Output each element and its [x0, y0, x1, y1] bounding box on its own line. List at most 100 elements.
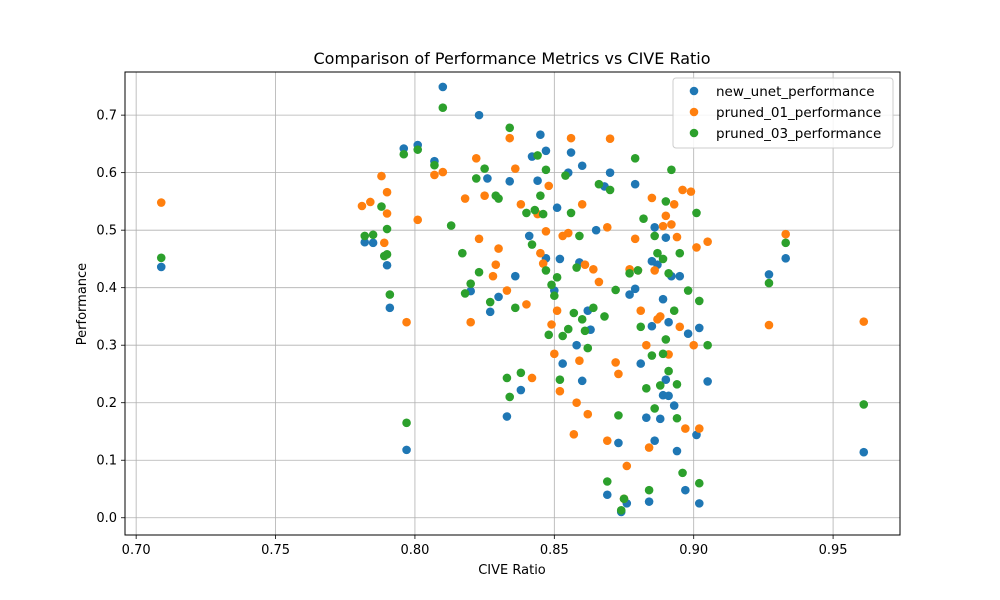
- data-point: [399, 149, 409, 159]
- data-point: [625, 290, 634, 299]
- data-point: [544, 181, 554, 191]
- data-point: [566, 208, 576, 218]
- data-point: [764, 320, 774, 330]
- data-point: [642, 413, 651, 422]
- data-point: [555, 375, 565, 385]
- data-point: [366, 197, 375, 207]
- data-point: [694, 499, 704, 508]
- data-point: [694, 424, 704, 433]
- data-point: [764, 270, 774, 279]
- data-point: [650, 231, 659, 241]
- y-tick-label: 0.3: [96, 339, 117, 354]
- data-point: [647, 321, 657, 331]
- data-point: [689, 340, 699, 350]
- data-point: [505, 392, 515, 402]
- data-point: [591, 225, 601, 235]
- data-point: [583, 343, 593, 353]
- data-point: [589, 303, 598, 313]
- x-tick-label: 0.70: [122, 543, 151, 558]
- data-point: [357, 201, 367, 211]
- data-point: [555, 254, 565, 264]
- data-point: [661, 375, 671, 385]
- data-point: [669, 401, 679, 410]
- data-point: [647, 193, 657, 203]
- data-point: [360, 231, 370, 241]
- data-point: [580, 260, 590, 269]
- data-point: [502, 286, 512, 295]
- data-point: [566, 148, 576, 157]
- data-point: [566, 133, 576, 143]
- data-point: [563, 324, 573, 334]
- data-point: [430, 160, 439, 170]
- data-point: [602, 477, 612, 486]
- data-point: [458, 248, 467, 258]
- data-point: [672, 380, 682, 389]
- data-point: [494, 292, 503, 302]
- data-point: [658, 294, 668, 304]
- data-point: [550, 349, 559, 359]
- data-point: [474, 267, 484, 277]
- data-point: [675, 248, 685, 258]
- data-point: [614, 369, 623, 379]
- data-point: [563, 228, 573, 238]
- data-points: [156, 82, 869, 517]
- data-point: [655, 414, 665, 424]
- data-point: [402, 418, 411, 428]
- data-point: [614, 411, 623, 420]
- data-point: [636, 322, 646, 332]
- data-point: [636, 359, 646, 368]
- data-point: [382, 260, 392, 270]
- data-point: [602, 490, 612, 500]
- data-point: [661, 233, 671, 242]
- data-point: [594, 179, 604, 189]
- data-point: [569, 308, 579, 318]
- data-point: [516, 199, 526, 209]
- data-point: [653, 248, 662, 258]
- data-point: [544, 330, 554, 340]
- data-point: [385, 290, 395, 299]
- data-point: [541, 227, 551, 236]
- data-point: [438, 82, 448, 92]
- x-tick-label: 0.75: [261, 543, 290, 558]
- data-point: [156, 262, 166, 272]
- data-point: [402, 317, 411, 327]
- y-tick-label: 0.7: [96, 109, 117, 124]
- data-point: [683, 286, 693, 295]
- data-point: [694, 323, 704, 333]
- data-point: [480, 164, 489, 173]
- data-point: [692, 243, 701, 252]
- y-tick-label: 0.5: [96, 224, 117, 239]
- data-point: [541, 266, 551, 275]
- data-point: [541, 165, 551, 175]
- legend-frame: [672, 77, 894, 149]
- data-point: [382, 224, 392, 234]
- data-point: [675, 322, 685, 332]
- data-point: [703, 237, 712, 246]
- chart-title: Comparison of Performance Metrics vs CIV…: [313, 49, 710, 68]
- data-point: [630, 179, 640, 189]
- data-point: [614, 438, 623, 448]
- legend: new_unet_performance pruned_01_performanc…: [672, 77, 894, 149]
- data-point: [619, 494, 629, 504]
- data-point: [658, 349, 668, 359]
- data-point: [491, 260, 501, 269]
- data-point: [516, 385, 526, 395]
- series-pruned_03_performance: [156, 103, 869, 515]
- data-point: [466, 317, 475, 327]
- data-point: [636, 306, 646, 315]
- data-point: [402, 445, 411, 455]
- legend-label: new_unet_performance: [716, 84, 875, 100]
- data-point: [681, 485, 690, 495]
- data-point: [502, 412, 512, 421]
- data-point: [466, 279, 475, 288]
- data-point: [589, 264, 598, 274]
- data-point: [413, 145, 423, 154]
- data-point: [379, 238, 389, 248]
- data-point: [622, 461, 632, 471]
- legend-marker: [689, 128, 699, 138]
- data-point: [859, 447, 869, 457]
- data-point: [650, 222, 659, 232]
- y-axis: 0.0 0.1 0.2 0.3 0.4 0.5 0.6 0.7: [96, 109, 125, 526]
- data-point: [552, 273, 562, 282]
